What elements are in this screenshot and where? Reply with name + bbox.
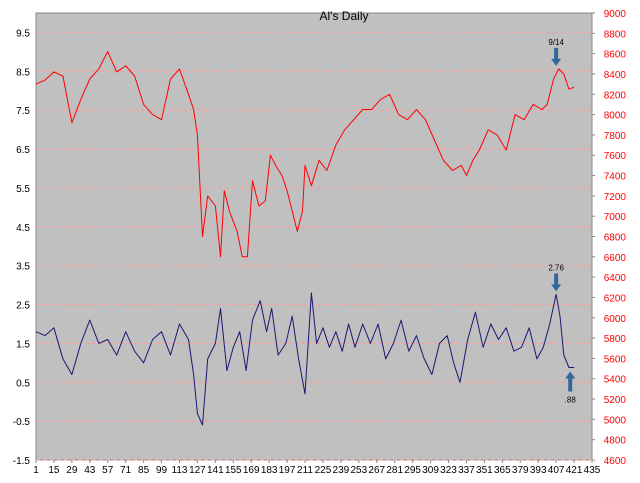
left-tick-label: 0.5 <box>16 378 30 389</box>
annotation-group: .88 <box>565 371 577 404</box>
x-tick-label: 281 <box>386 465 403 476</box>
annotation-group: 9/14 <box>548 38 564 66</box>
x-tick-label: 309 <box>422 465 439 476</box>
x-tick-label: 197 <box>279 465 296 476</box>
left-tick-label: 6.5 <box>16 145 30 156</box>
annotation-group: 2.76 <box>548 263 564 292</box>
right-tick-label: 4600 <box>604 456 627 467</box>
x-tick-label: 43 <box>84 465 96 476</box>
right-tick-label: 6000 <box>604 314 627 325</box>
right-tick-label: 8600 <box>604 50 627 61</box>
left-tick-label: 8.5 <box>16 67 30 78</box>
x-tick-label: 169 <box>243 465 260 476</box>
x-tick-label: 1 <box>33 465 39 476</box>
left-tick-label: 7.5 <box>16 106 30 117</box>
right-tick-label: 9000 <box>604 9 627 20</box>
left-tick-label: 9.5 <box>16 28 30 39</box>
x-tick-label: 239 <box>333 465 350 476</box>
right-axis-series-line <box>35 51 575 258</box>
right-tick-label: 7800 <box>604 131 627 142</box>
x-tick-label: 295 <box>404 465 421 476</box>
x-tick-label: 337 <box>458 465 475 476</box>
arrow-icon <box>568 377 573 392</box>
left-tick-label: 5.5 <box>16 184 30 195</box>
right-tick-label: 8800 <box>604 29 627 40</box>
right-tick-label: 6600 <box>604 253 627 264</box>
x-tick-label: 29 <box>66 465 78 476</box>
x-tick-label: 99 <box>156 465 168 476</box>
x-tick-label: 379 <box>512 465 529 476</box>
left-axis: 9.5 8.5 7.5 6.5 5.5 4.5 3.5 2.5 1.5 0.5 -0.5 -1.5 <box>13 28 31 467</box>
right-tick-label: 8200 <box>604 90 627 101</box>
x-tick-label: 323 <box>440 465 457 476</box>
x-tick-label: 225 <box>315 465 332 476</box>
x-tick-label: 183 <box>261 465 278 476</box>
right-tick-label: 6200 <box>604 293 627 304</box>
x-tick-label: 57 <box>102 465 114 476</box>
right-tick-label: 5800 <box>604 334 627 345</box>
right-tick-label: 8400 <box>604 70 627 81</box>
x-tick-label: 407 <box>548 465 565 476</box>
x-tick-label: 15 <box>48 465 60 476</box>
left-axis-series-line <box>35 292 575 426</box>
left-tick-label: 1.5 <box>16 339 30 350</box>
right-tick-label: 5600 <box>604 354 627 365</box>
arrow-icon <box>551 58 562 66</box>
annotations: 9/14 2.76 .88 <box>548 38 576 405</box>
x-tick-label: 113 <box>172 465 188 476</box>
right-tick-label: 7400 <box>604 172 627 183</box>
left-tick-label: -1.5 <box>13 456 31 467</box>
x-tick-label: 351 <box>476 465 493 476</box>
plot-area <box>35 12 593 461</box>
right-axis: 9000 8800 8600 8400 8200 8000 7800 7600 7400 7200… <box>592 9 626 467</box>
x-tick-label: 71 <box>120 465 132 476</box>
right-tick-label: 6800 <box>604 233 627 244</box>
x-tick-label: 127 <box>189 465 206 476</box>
right-tick-label: 7000 <box>604 212 627 223</box>
right-tick-label: 6400 <box>604 273 627 284</box>
right-tick-label: 5400 <box>604 375 627 386</box>
x-tick-label: 253 <box>350 465 367 476</box>
x-axis: 1 15 29 43 57 71 85 99 113 127 141 155 169 183 197 211 2… <box>33 460 601 476</box>
right-tick-label: 5000 <box>604 415 627 426</box>
series-lines <box>35 51 575 426</box>
right-tick-label: 5200 <box>604 395 627 406</box>
x-tick-label: 393 <box>530 465 547 476</box>
annotation-label: 2.76 <box>548 263 564 272</box>
gridlines <box>36 31 592 461</box>
x-tick-label: 435 <box>584 465 601 476</box>
right-tick-label: 4800 <box>604 436 627 447</box>
x-tick-label: 155 <box>225 465 242 476</box>
right-tick-label: 7200 <box>604 192 627 203</box>
arrow-icon <box>551 284 562 292</box>
chart-title: Al's Daily <box>320 9 369 23</box>
right-tick-label: 8000 <box>604 111 627 122</box>
x-tick-label: 141 <box>207 465 224 476</box>
annotation-label: .88 <box>565 395 577 404</box>
x-tick-label: 421 <box>566 465 583 476</box>
annotation-label: 9/14 <box>548 38 564 47</box>
right-tick-label: 7600 <box>604 151 627 162</box>
x-tick-label: 211 <box>297 465 313 476</box>
left-tick-label: 2.5 <box>16 301 30 312</box>
x-tick-label: 85 <box>138 465 150 476</box>
left-tick-label: 4.5 <box>16 223 30 234</box>
x-tick-label: 267 <box>368 465 385 476</box>
x-tick-label: 365 <box>494 465 511 476</box>
left-tick-label: -0.5 <box>13 417 31 428</box>
left-tick-label: 3.5 <box>16 262 30 273</box>
